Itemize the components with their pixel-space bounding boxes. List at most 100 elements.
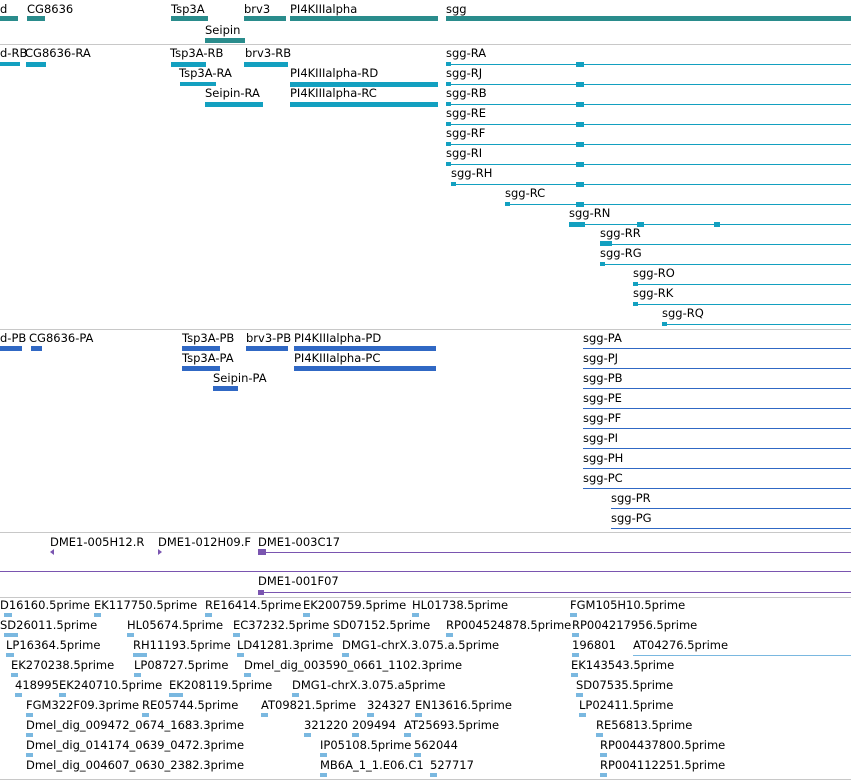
transcript-feature[interactable] — [244, 62, 288, 67]
est-feature[interactable] — [4, 633, 18, 637]
est-label: RP004217956.5prime — [572, 618, 698, 632]
est-feature[interactable] — [244, 673, 251, 677]
est-feature[interactable] — [26, 753, 33, 757]
est-feature[interactable] — [304, 733, 311, 737]
protein-feature[interactable] — [246, 346, 288, 351]
protein-feature[interactable] — [583, 368, 851, 369]
gene-feature[interactable] — [171, 16, 208, 21]
est-feature[interactable] — [261, 713, 268, 717]
est-feature[interactable] — [320, 753, 327, 757]
protein-feature[interactable] — [294, 346, 436, 351]
protein-feature[interactable] — [294, 366, 436, 371]
est-feature[interactable] — [600, 773, 607, 777]
est-feature[interactable] — [412, 613, 419, 617]
transcript-feature[interactable] — [290, 82, 438, 87]
transcript-feature[interactable] — [451, 184, 851, 185]
clone-feature[interactable] — [258, 552, 851, 553]
est-feature[interactable] — [169, 693, 183, 697]
est-feature[interactable] — [596, 733, 603, 737]
protein-feature[interactable] — [583, 408, 851, 409]
est-feature[interactable] — [292, 693, 299, 697]
transcript-feature[interactable] — [446, 64, 851, 65]
protein-feature[interactable] — [583, 388, 851, 389]
transcript-feature[interactable] — [633, 304, 851, 305]
gene-feature[interactable] — [27, 16, 45, 21]
transcript-feature[interactable] — [633, 284, 851, 285]
est-feature[interactable] — [352, 733, 359, 737]
protein-feature[interactable] — [583, 448, 851, 449]
est-feature[interactable] — [59, 693, 66, 697]
transcript-feature[interactable] — [600, 244, 851, 245]
clone-feature[interactable] — [258, 592, 851, 593]
gene-feature[interactable] — [244, 16, 286, 21]
transcript-feature[interactable] — [505, 204, 851, 205]
est-feature[interactable] — [571, 673, 578, 677]
protein-feature[interactable] — [611, 528, 851, 529]
clone-feature[interactable] — [0, 571, 851, 572]
transcript-feature[interactable] — [0, 62, 20, 66]
protein-feature[interactable] — [583, 348, 851, 349]
transcript-feature[interactable] — [600, 264, 851, 265]
clone-end-arrow[interactable] — [158, 549, 162, 555]
est-label: RE16414.5prime — [205, 598, 302, 612]
gene-feature[interactable] — [0, 16, 18, 21]
est-feature[interactable] — [415, 713, 422, 717]
est-feature[interactable] — [333, 633, 340, 637]
est-feature[interactable] — [26, 733, 33, 737]
est-feature[interactable] — [26, 713, 33, 717]
transcript-feature[interactable] — [180, 82, 216, 86]
protein-feature[interactable] — [213, 386, 238, 391]
transcript-feature[interactable] — [290, 102, 438, 107]
est-feature[interactable] — [134, 673, 141, 677]
est-feature[interactable] — [11, 673, 18, 677]
protein-feature[interactable] — [182, 346, 220, 351]
est-feature[interactable] — [342, 653, 349, 657]
protein-feature[interactable] — [0, 346, 22, 351]
transcript-feature[interactable] — [26, 62, 46, 67]
est-feature[interactable] — [15, 693, 22, 697]
est-feature[interactable] — [320, 773, 327, 777]
est-feature[interactable] — [600, 753, 607, 757]
transcript-feature[interactable] — [569, 224, 851, 225]
est-feature[interactable] — [572, 633, 579, 637]
est-feature[interactable] — [127, 633, 134, 637]
gene-feature[interactable] — [205, 38, 245, 43]
protein-feature[interactable] — [583, 428, 851, 429]
transcript-feature[interactable] — [446, 124, 851, 125]
est-feature[interactable] — [572, 653, 579, 657]
est-feature[interactable] — [570, 613, 577, 617]
est-feature[interactable] — [205, 613, 212, 617]
est-feature[interactable] — [446, 633, 453, 637]
transcript-feature[interactable] — [446, 84, 851, 85]
protein-feature[interactable] — [583, 468, 851, 469]
transcript-feature[interactable] — [662, 324, 851, 325]
est-feature[interactable] — [404, 733, 411, 737]
transcript-feature[interactable] — [205, 102, 263, 107]
protein-feature[interactable] — [583, 488, 851, 489]
transcript-feature[interactable] — [446, 104, 851, 105]
protein-feature[interactable] — [182, 366, 220, 371]
transcript-feature[interactable] — [171, 62, 206, 67]
est-feature[interactable] — [133, 653, 147, 657]
protein-feature[interactable] — [611, 508, 851, 509]
est-feature[interactable] — [576, 693, 583, 697]
gene-feature[interactable] — [446, 16, 851, 21]
est-feature[interactable] — [579, 713, 586, 717]
est-feature[interactable] — [233, 633, 240, 637]
est-feature[interactable] — [4, 613, 12, 617]
est-feature[interactable] — [6, 653, 14, 657]
est-feature[interactable] — [94, 613, 101, 617]
est-feature[interactable] — [414, 753, 421, 757]
est-feature[interactable] — [633, 655, 851, 656]
transcript-feature[interactable] — [446, 144, 851, 145]
clone-end-arrow[interactable] — [50, 549, 54, 555]
est-feature[interactable] — [142, 713, 149, 717]
est-feature[interactable] — [303, 613, 310, 617]
gene-feature[interactable] — [290, 16, 438, 21]
transcript-feature[interactable] — [446, 164, 851, 165]
est-feature[interactable] — [430, 773, 437, 777]
est-feature[interactable] — [367, 713, 374, 717]
est-feature[interactable] — [237, 653, 244, 657]
protein-feature[interactable] — [31, 346, 42, 351]
